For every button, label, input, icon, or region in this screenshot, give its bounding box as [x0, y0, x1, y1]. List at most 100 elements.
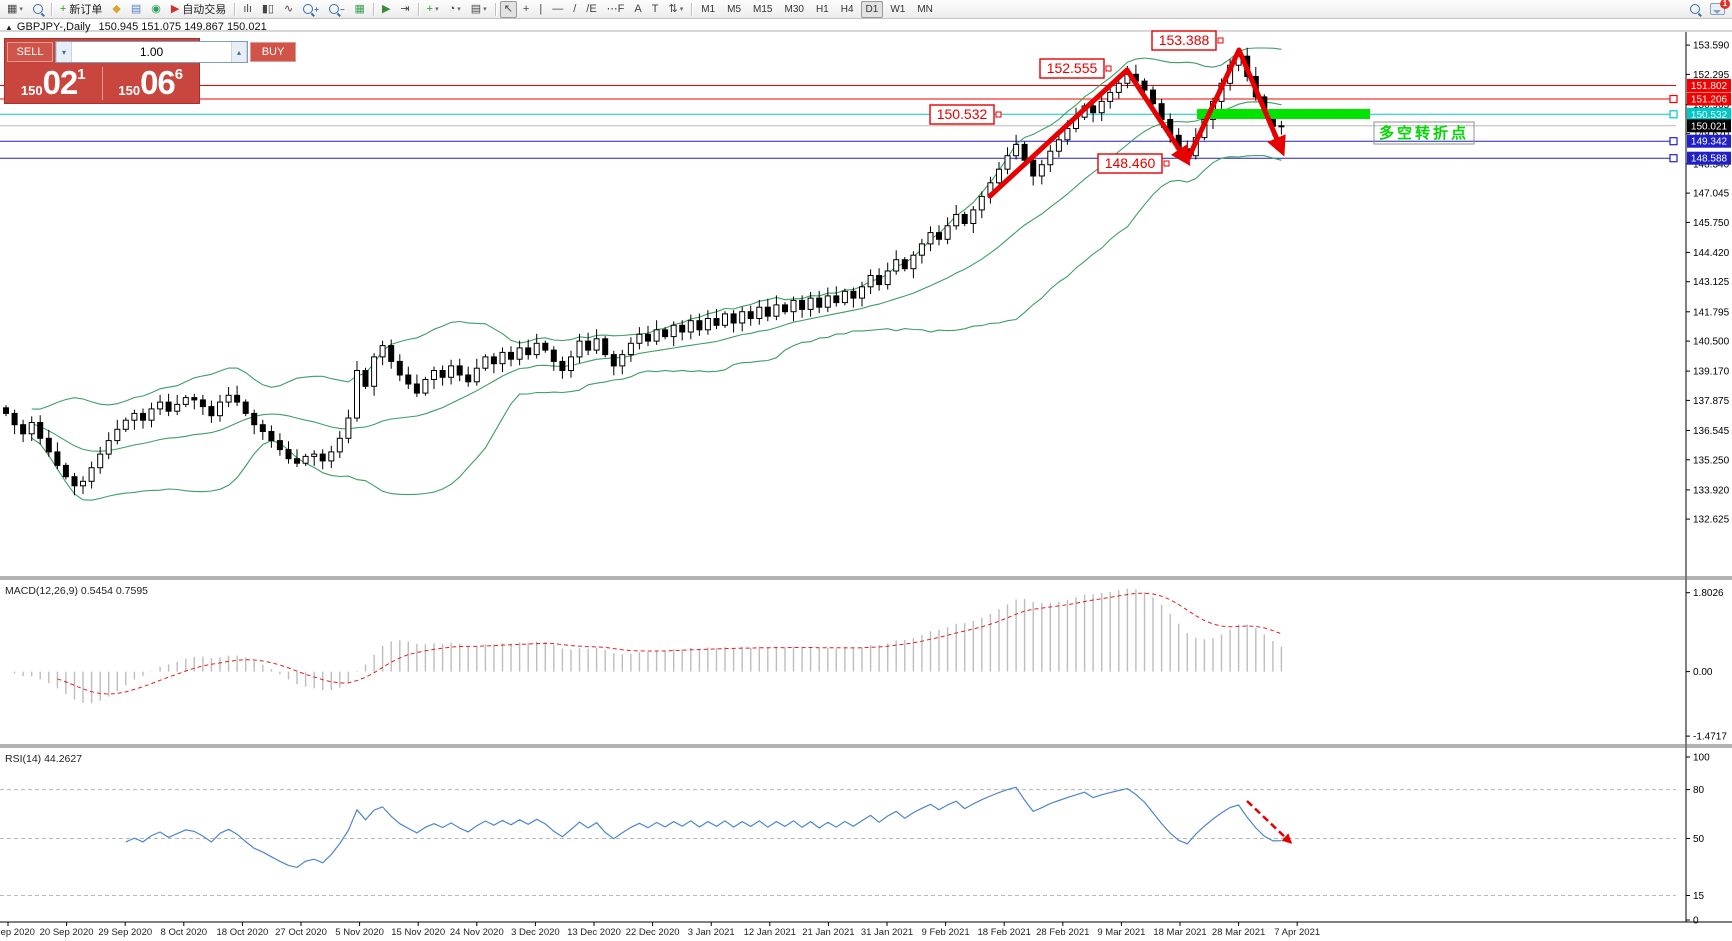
chart-shift-button-icon: ⇥ — [400, 2, 410, 15]
candles — [3, 55, 1285, 487]
timeframe-m15[interactable]: M15 — [753, 3, 773, 15]
line-chart-button[interactable]: ∿ — [280, 1, 297, 18]
dropdown-arrow-icon[interactable]: ▾ — [679, 6, 684, 13]
fibonacci-button[interactable]: /E — [582, 1, 600, 18]
price-tick-label: 133.920 — [1693, 485, 1730, 496]
zoom-in-button[interactable]: + — [299, 1, 323, 18]
trend-arrow-1[interactable] — [987, 67, 1191, 199]
timeframe-m1[interactable]: M1 — [701, 3, 716, 15]
crosshair-button-icon: + — [522, 2, 530, 15]
date-tick-label: 10 Sep 2020 — [0, 927, 35, 938]
timeframe-m30[interactable]: M30 — [784, 3, 804, 15]
date-tick-label: 18 Mar 2021 — [1153, 927, 1206, 938]
volume-increase-button[interactable]: ▴ — [231, 42, 247, 62]
vertical-line-button[interactable]: | — [535, 1, 546, 18]
buy-button[interactable]: BUY — [250, 42, 296, 62]
notifications-button[interactable]: 1 — [1706, 0, 1730, 18]
rsi-trend-arrow[interactable] — [1246, 800, 1293, 844]
timeframe-w1[interactable]: W1 — [890, 3, 906, 15]
chart-profiles-button-icon — [32, 4, 43, 14]
date-tick-label: 29 Sep 2020 — [98, 927, 152, 938]
sell-button[interactable]: SELL — [7, 42, 53, 62]
toolbar-separator — [50, 2, 52, 16]
search-button[interactable] — [1686, 1, 1704, 18]
rsi-axis-label: 0 — [1693, 916, 1699, 927]
candlestick-chart-button[interactable]: ▮▯ — [258, 1, 278, 18]
notification-badge: 1 — [1720, 0, 1730, 9]
autotrade-button[interactable]: ▶ 自动交易 — [167, 1, 230, 18]
dropdown-arrow-icon[interactable]: ▾ — [483, 6, 487, 13]
text-button[interactable]: A — [630, 1, 645, 18]
new-chart-button[interactable]: ▦ ▾ — [3, 1, 27, 18]
tile-windows-button[interactable]: ▦ — [351, 1, 369, 18]
svg-text:149.342: 149.342 — [1691, 137, 1728, 148]
dropdown-arrow-icon[interactable]: ▾ — [19, 6, 23, 13]
metaeditor-button[interactable]: ◆ — [108, 1, 124, 18]
svg-text:153.388: 153.388 — [1159, 32, 1210, 48]
bollinger-middle — [31, 101, 1282, 452]
hline-handle[interactable] — [1669, 154, 1678, 163]
text-label-button[interactable]: T — [648, 1, 663, 18]
timeframe-m5[interactable]: M5 — [727, 3, 742, 15]
sell-price-sup: 1 — [77, 66, 86, 83]
strategy-tester-button[interactable]: ▤ — [127, 1, 145, 18]
templates-button[interactable]: ▤ ▾ — [467, 1, 491, 18]
sell-price[interactable]: 150 02 1 — [5, 64, 102, 103]
periods-button[interactable]: ◔ ▾ — [445, 1, 465, 18]
price-tick-label: 152.295 — [1693, 70, 1730, 81]
volume-decrease-button[interactable]: ▾ — [56, 42, 72, 62]
price-tick-label: 144.420 — [1693, 248, 1730, 259]
crosshair-button[interactable]: + — [519, 1, 533, 18]
chart-profiles-button[interactable] — [29, 1, 47, 18]
cursor-button[interactable]: ↖ — [499, 0, 517, 18]
chart-background — [0, 18, 1732, 941]
volume-input[interactable] — [72, 42, 231, 62]
price-tick-label: 140.500 — [1693, 337, 1730, 348]
svg-text:148.588: 148.588 — [1691, 154, 1728, 165]
date-tick-label: 31 Jan 2021 — [861, 927, 913, 938]
price-tick-label: 136.545 — [1693, 426, 1730, 437]
trend-arrow-2[interactable] — [1184, 47, 1286, 164]
price-label-box[interactable]: 153.388 — [1151, 30, 1224, 51]
macd-axis-label: 1.8026 — [1693, 588, 1724, 599]
buy-price[interactable]: 150 06 6 — [103, 64, 200, 103]
support-zone-bar[interactable] — [1197, 109, 1370, 119]
timeframe-h4[interactable]: H4 — [840, 3, 854, 15]
chart-shift-button[interactable]: ⇥ — [396, 1, 413, 18]
autotrade-button-label: 自动交易 — [182, 4, 227, 16]
zoom-out-button[interactable]: − — [325, 1, 349, 18]
timeframe-mn[interactable]: MN — [917, 3, 933, 15]
indicators-button[interactable]: + ▾ — [423, 1, 443, 18]
dropdown-arrow-icon[interactable]: ▾ — [457, 6, 461, 13]
hline-handle[interactable] — [1669, 110, 1678, 119]
bar-chart-button[interactable]: ılı — [239, 1, 256, 18]
new-order-button[interactable]: + 新订单 — [56, 1, 106, 18]
panel-collapse-arrow[interactable]: ▲ — [5, 23, 13, 32]
trendline-button[interactable]: / — [569, 1, 580, 18]
timeframe-d1[interactable]: D1 — [860, 0, 884, 18]
dropdown-arrow-icon[interactable]: ▾ — [435, 6, 439, 13]
one-click-trading-panel: SELL ▾ ▴ BUY 150 02 1 150 06 6 — [4, 38, 296, 104]
svg-text:150.021: 150.021 — [1691, 121, 1728, 132]
price-tick-label: 137.875 — [1693, 396, 1730, 407]
horizontal-line-button[interactable]: — — [548, 1, 567, 18]
auto-scroll-button[interactable]: ▶ — [378, 1, 394, 18]
price-label-box[interactable]: 148.460 — [1097, 153, 1170, 174]
signals-button[interactable]: ◉ — [147, 1, 165, 18]
hline-handle[interactable] — [1669, 94, 1678, 104]
date-tick-label: 28 Mar 2021 — [1212, 927, 1265, 938]
arrows-button[interactable]: ⇅ ▾ — [664, 1, 687, 18]
date-tick-label: 8 Oct 2020 — [161, 927, 207, 938]
price-label-box[interactable]: 152.555 — [1039, 58, 1112, 79]
hline-handle[interactable] — [1669, 137, 1678, 146]
svg-text:150.532: 150.532 — [937, 106, 988, 122]
date-tick-label: 3 Jan 2021 — [688, 927, 735, 938]
tile-windows-button-icon: ▦ — [354, 2, 365, 15]
date-tick-label: 21 Jan 2021 — [802, 927, 854, 938]
timeframe-h1[interactable]: H1 — [815, 3, 829, 15]
turning-point-label[interactable]: 多空转折点 — [1373, 121, 1475, 145]
price-label-box[interactable]: 150.532 — [929, 104, 1002, 125]
chart-canvas[interactable]: 152.555 153.388 150.532 148.460 多空转折点 153.590… — [0, 18, 1732, 941]
price-tick-label: 141.795 — [1693, 307, 1730, 318]
channel-button[interactable]: ⋯F — [603, 1, 629, 18]
